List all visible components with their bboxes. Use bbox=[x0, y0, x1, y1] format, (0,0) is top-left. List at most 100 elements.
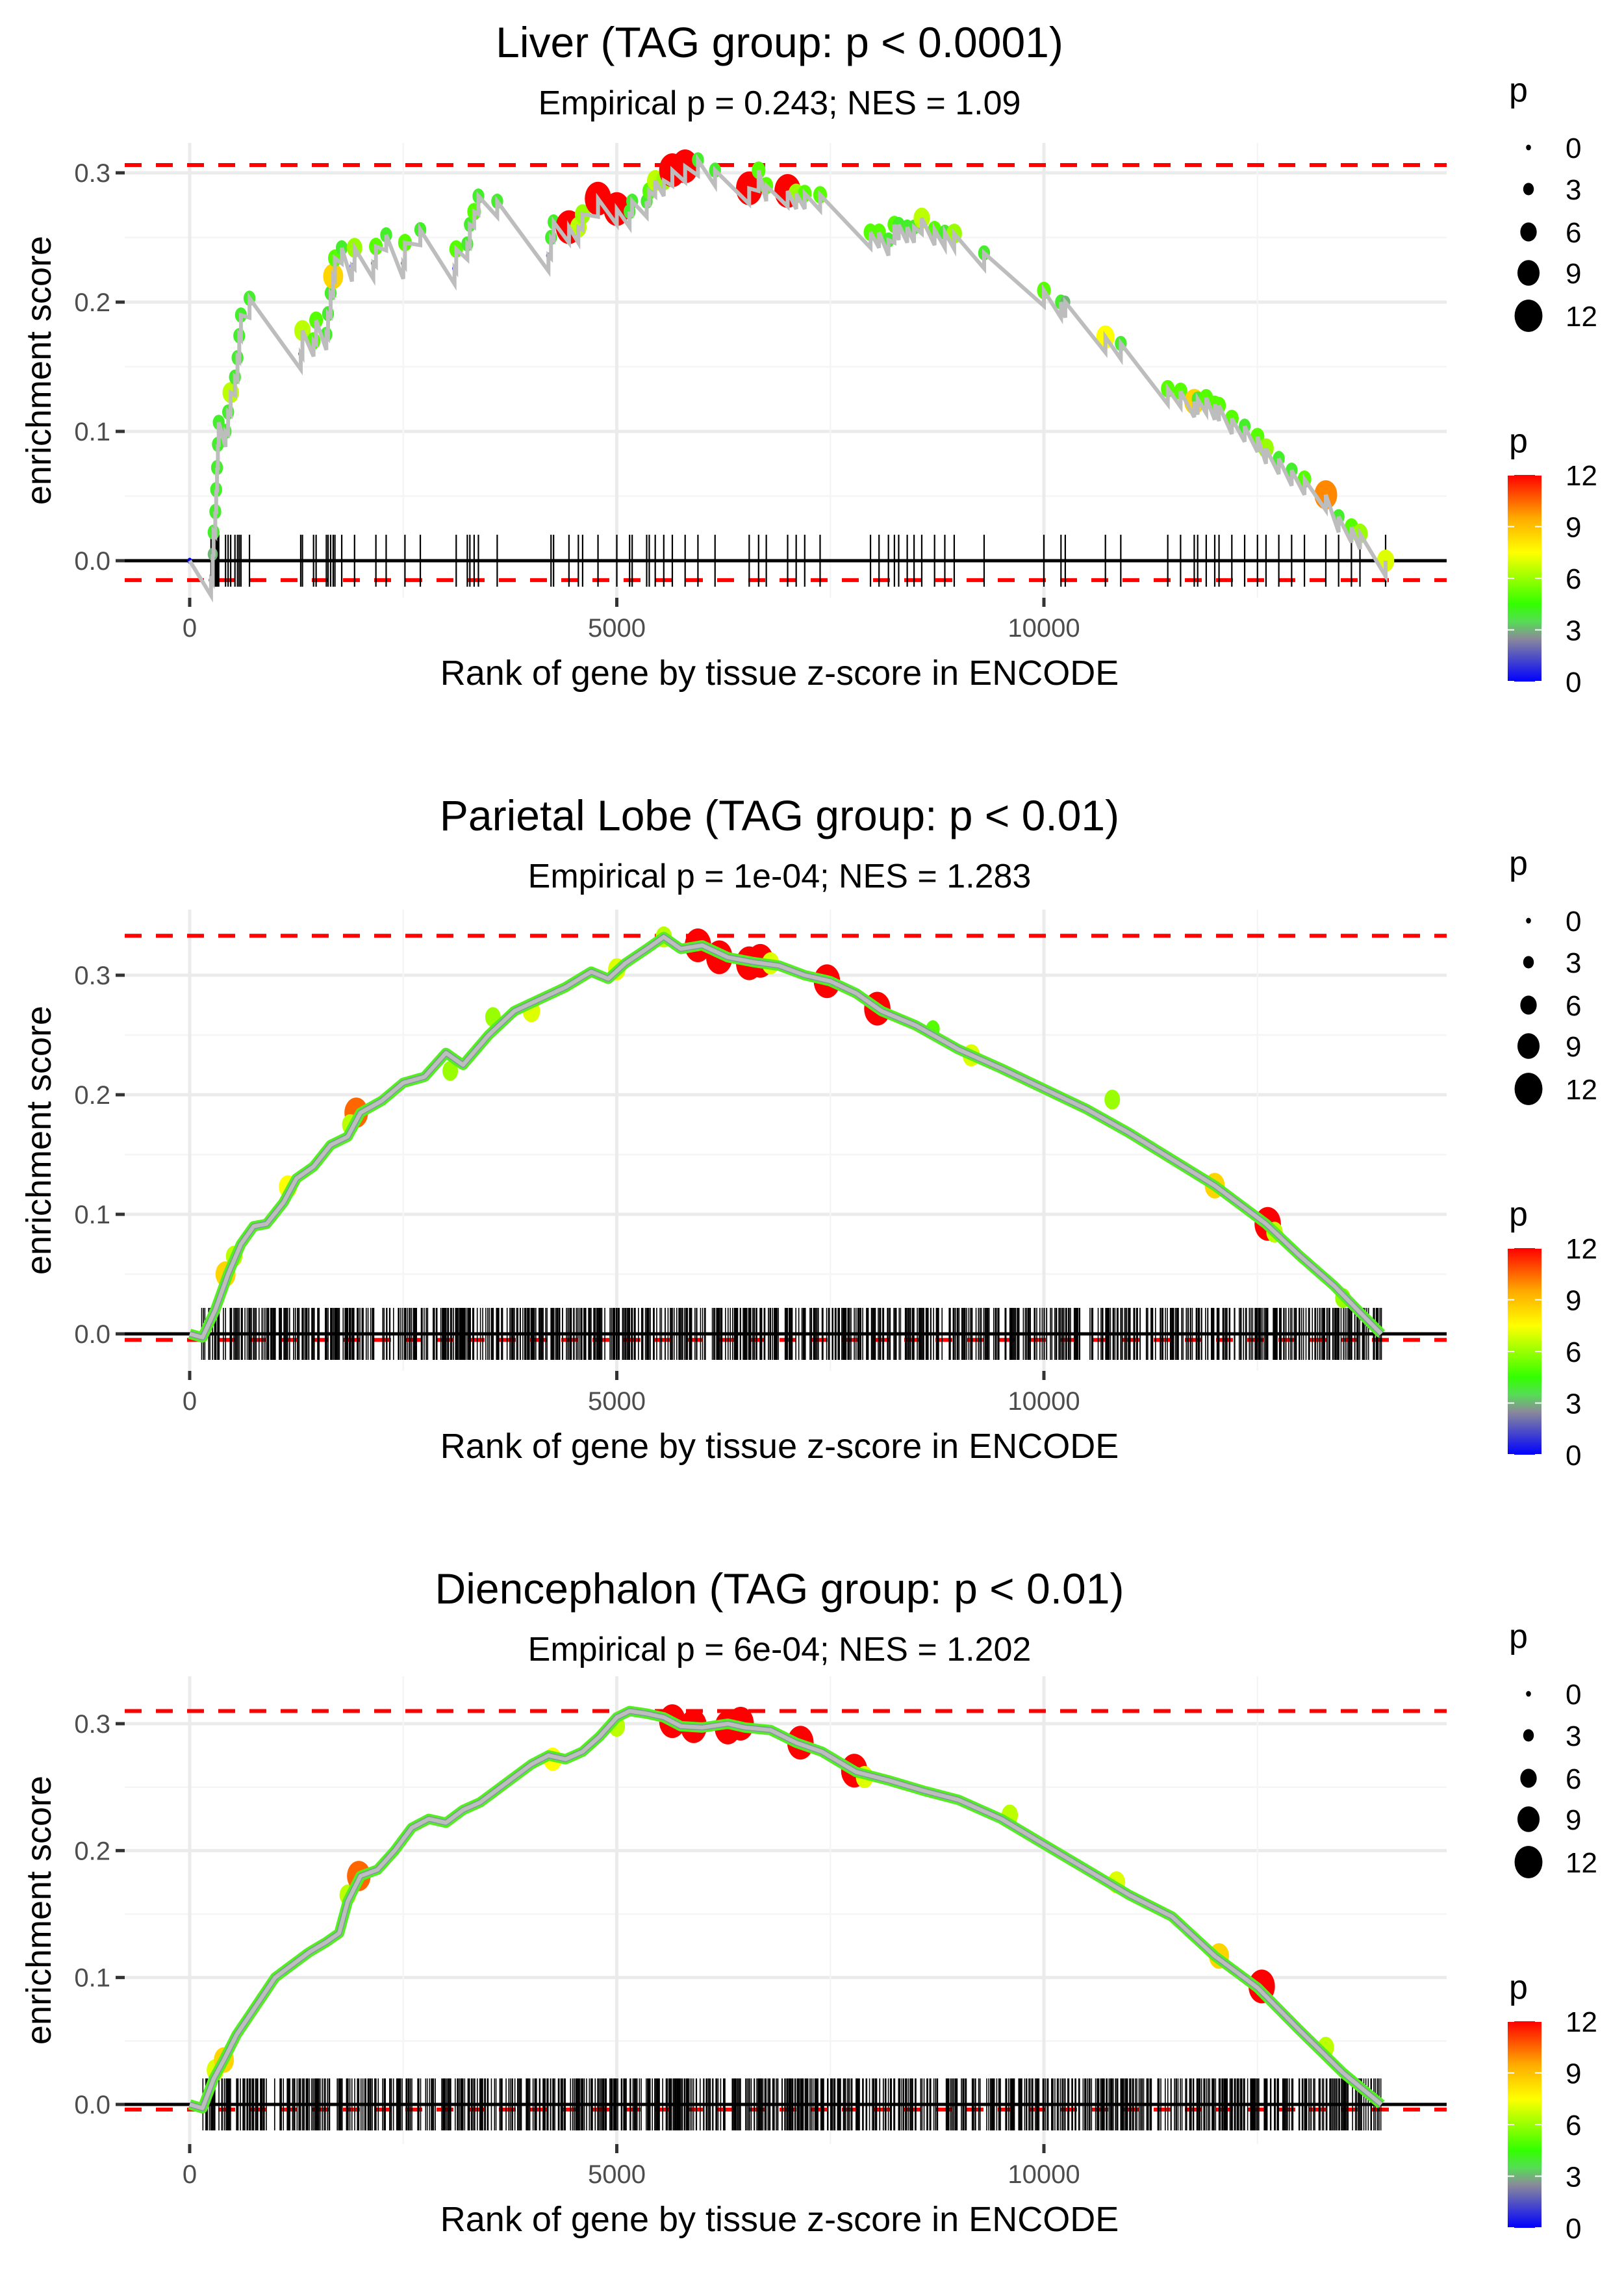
size-legend-label: 9 bbox=[1566, 1031, 1581, 1063]
running-es-line bbox=[189, 935, 1383, 1340]
x-tick-label: 0 bbox=[183, 2160, 197, 2189]
color-legend-label: 9 bbox=[1566, 512, 1581, 544]
size-legend-dot bbox=[1520, 995, 1537, 1015]
color-legend-label: 12 bbox=[1566, 2006, 1597, 2038]
size-legend-dot bbox=[1517, 1806, 1540, 1832]
size-legend-label: 6 bbox=[1566, 990, 1581, 1022]
enrichment-point bbox=[1104, 1090, 1121, 1110]
color-legend-label: 12 bbox=[1566, 1233, 1597, 1265]
enrichment-point bbox=[442, 1060, 459, 1081]
size-legend-label: 12 bbox=[1566, 1847, 1597, 1879]
running-es-line-shadow bbox=[188, 934, 1384, 1340]
size-legend-label: 6 bbox=[1566, 217, 1581, 249]
y-tick-label: 0.3 bbox=[74, 1710, 110, 1739]
size-legend-dot bbox=[1523, 956, 1534, 969]
y-tick-label: 0.2 bbox=[74, 288, 110, 317]
size-legend-label: 12 bbox=[1566, 1074, 1597, 1106]
size-legend-label: 3 bbox=[1566, 1720, 1581, 1752]
x-tick-label: 10000 bbox=[1008, 2160, 1080, 2189]
size-legend-label: 0 bbox=[1566, 906, 1581, 938]
x-tick-label: 5000 bbox=[588, 1387, 646, 1416]
size-legend-title: p bbox=[1509, 845, 1528, 882]
x-tick-label: 5000 bbox=[588, 614, 646, 643]
color-legend-title: p bbox=[1509, 1969, 1528, 2006]
y-tick-label: 0.0 bbox=[74, 1320, 110, 1349]
color-legend-label: 0 bbox=[1566, 1440, 1581, 1472]
color-legend-label: 0 bbox=[1566, 667, 1581, 698]
size-legend-title: p bbox=[1509, 1618, 1528, 1655]
size-legend-dot bbox=[1526, 917, 1531, 924]
color-legend-title: p bbox=[1509, 1195, 1528, 1233]
running-es-line-shadow bbox=[188, 1708, 1384, 2112]
color-legend-label: 3 bbox=[1566, 1388, 1581, 1420]
size-legend-dot bbox=[1523, 1729, 1534, 1742]
x-tick-label: 0 bbox=[183, 1387, 197, 1416]
size-legend-label: 12 bbox=[1566, 301, 1597, 333]
y-tick-label: 0.0 bbox=[74, 2091, 110, 2119]
y-tick-label: 0.2 bbox=[74, 1081, 110, 1110]
size-legend-label: 9 bbox=[1566, 258, 1581, 290]
size-legend-title: p bbox=[1509, 71, 1528, 109]
panel-1: Liver (TAG group: p < 0.0001) Empirical p… bbox=[19, 18, 1597, 698]
size-legend-dot bbox=[1517, 260, 1540, 286]
chart-subtitle: Empirical p = 6e-04; NES = 1.202 bbox=[528, 1631, 1032, 1668]
size-legend-label: 3 bbox=[1566, 174, 1581, 206]
y-axis-label: enrichment score bbox=[19, 1776, 58, 2045]
color-legend-label: 3 bbox=[1566, 2162, 1581, 2193]
x-tick-label: 5000 bbox=[588, 2160, 646, 2189]
x-tick-label: 10000 bbox=[1008, 614, 1080, 643]
color-legend-label: 6 bbox=[1566, 563, 1581, 595]
size-legend-dot bbox=[1514, 1846, 1543, 1878]
size-legend-dot bbox=[1526, 144, 1531, 151]
x-tick-label: 10000 bbox=[1008, 1387, 1080, 1416]
y-axis-label: enrichment score bbox=[19, 1006, 58, 1275]
chart-title: Parietal Lobe (TAG group: p < 0.01) bbox=[440, 791, 1119, 839]
y-tick-label: 0.2 bbox=[74, 1837, 110, 1865]
size-legend-dot bbox=[1514, 300, 1543, 332]
color-legend-title: p bbox=[1509, 422, 1528, 460]
size-legend-label: 0 bbox=[1566, 1679, 1581, 1711]
y-tick-label: 0.3 bbox=[74, 159, 110, 188]
x-axis-label: Rank of gene by tissue z-score in ENCODE bbox=[440, 654, 1119, 693]
panel-3: Diencephalon (TAG group: p < 0.01) Empiri… bbox=[19, 1565, 1597, 2245]
color-legend-label: 3 bbox=[1566, 615, 1581, 647]
hit-points-underlay bbox=[188, 932, 1386, 1343]
color-legend-label: 9 bbox=[1566, 1285, 1581, 1317]
legend: p 0 3 6 9 12 p 12 9 6 3 0 bbox=[1508, 845, 1597, 1472]
size-legend-label: 3 bbox=[1566, 947, 1581, 979]
size-legend-dot bbox=[1523, 183, 1534, 196]
color-legend-label: 0 bbox=[1566, 2213, 1581, 2245]
chart-title: Diencephalon (TAG group: p < 0.01) bbox=[435, 1565, 1124, 1613]
panel-2: Parietal Lobe (TAG group: p < 0.01) Empir… bbox=[19, 791, 1597, 1472]
y-tick-label: 0.1 bbox=[74, 1964, 110, 1993]
enrichment-points bbox=[207, 1704, 1334, 2082]
color-legend-label: 12 bbox=[1566, 460, 1597, 492]
size-legend-label: 0 bbox=[1566, 133, 1581, 164]
running-es-line bbox=[189, 1709, 1383, 2110]
size-legend-dot bbox=[1520, 222, 1537, 242]
y-tick-label: 0.1 bbox=[74, 1201, 110, 1229]
chart-subtitle: Empirical p = 0.243; NES = 1.09 bbox=[539, 84, 1021, 122]
size-legend-dot bbox=[1517, 1033, 1540, 1059]
color-legend-label: 6 bbox=[1566, 2110, 1581, 2141]
legend: p 0 3 6 9 12 p 12 9 6 3 0 bbox=[1508, 1618, 1597, 2245]
size-legend-label: 9 bbox=[1566, 1804, 1581, 1836]
chart-subtitle: Empirical p = 1e-04; NES = 1.283 bbox=[528, 858, 1032, 895]
legend: p 0 3 6 9 12 p 12 9 6 3 0 bbox=[1508, 71, 1597, 698]
hit-points-underlay bbox=[188, 1706, 1385, 2114]
y-tick-label: 0.1 bbox=[74, 418, 110, 446]
chart-title: Liver (TAG group: p < 0.0001) bbox=[496, 18, 1063, 66]
y-tick-label: 0.3 bbox=[74, 962, 110, 990]
x-axis-label: Rank of gene by tissue z-score in ENCODE bbox=[440, 1427, 1119, 1466]
size-legend-label: 6 bbox=[1566, 1763, 1581, 1795]
color-legend-label: 6 bbox=[1566, 1336, 1581, 1368]
size-legend-dot bbox=[1526, 1691, 1531, 1697]
enrichment-points bbox=[215, 926, 1351, 1309]
x-axis-label: Rank of gene by tissue z-score in ENCODE bbox=[440, 2200, 1119, 2239]
color-legend-label: 9 bbox=[1566, 2058, 1581, 2090]
y-tick-label: 0.0 bbox=[74, 547, 110, 576]
size-legend-dot bbox=[1514, 1073, 1543, 1105]
size-legend-dot bbox=[1520, 1769, 1537, 1788]
running-es-line bbox=[188, 153, 1388, 603]
